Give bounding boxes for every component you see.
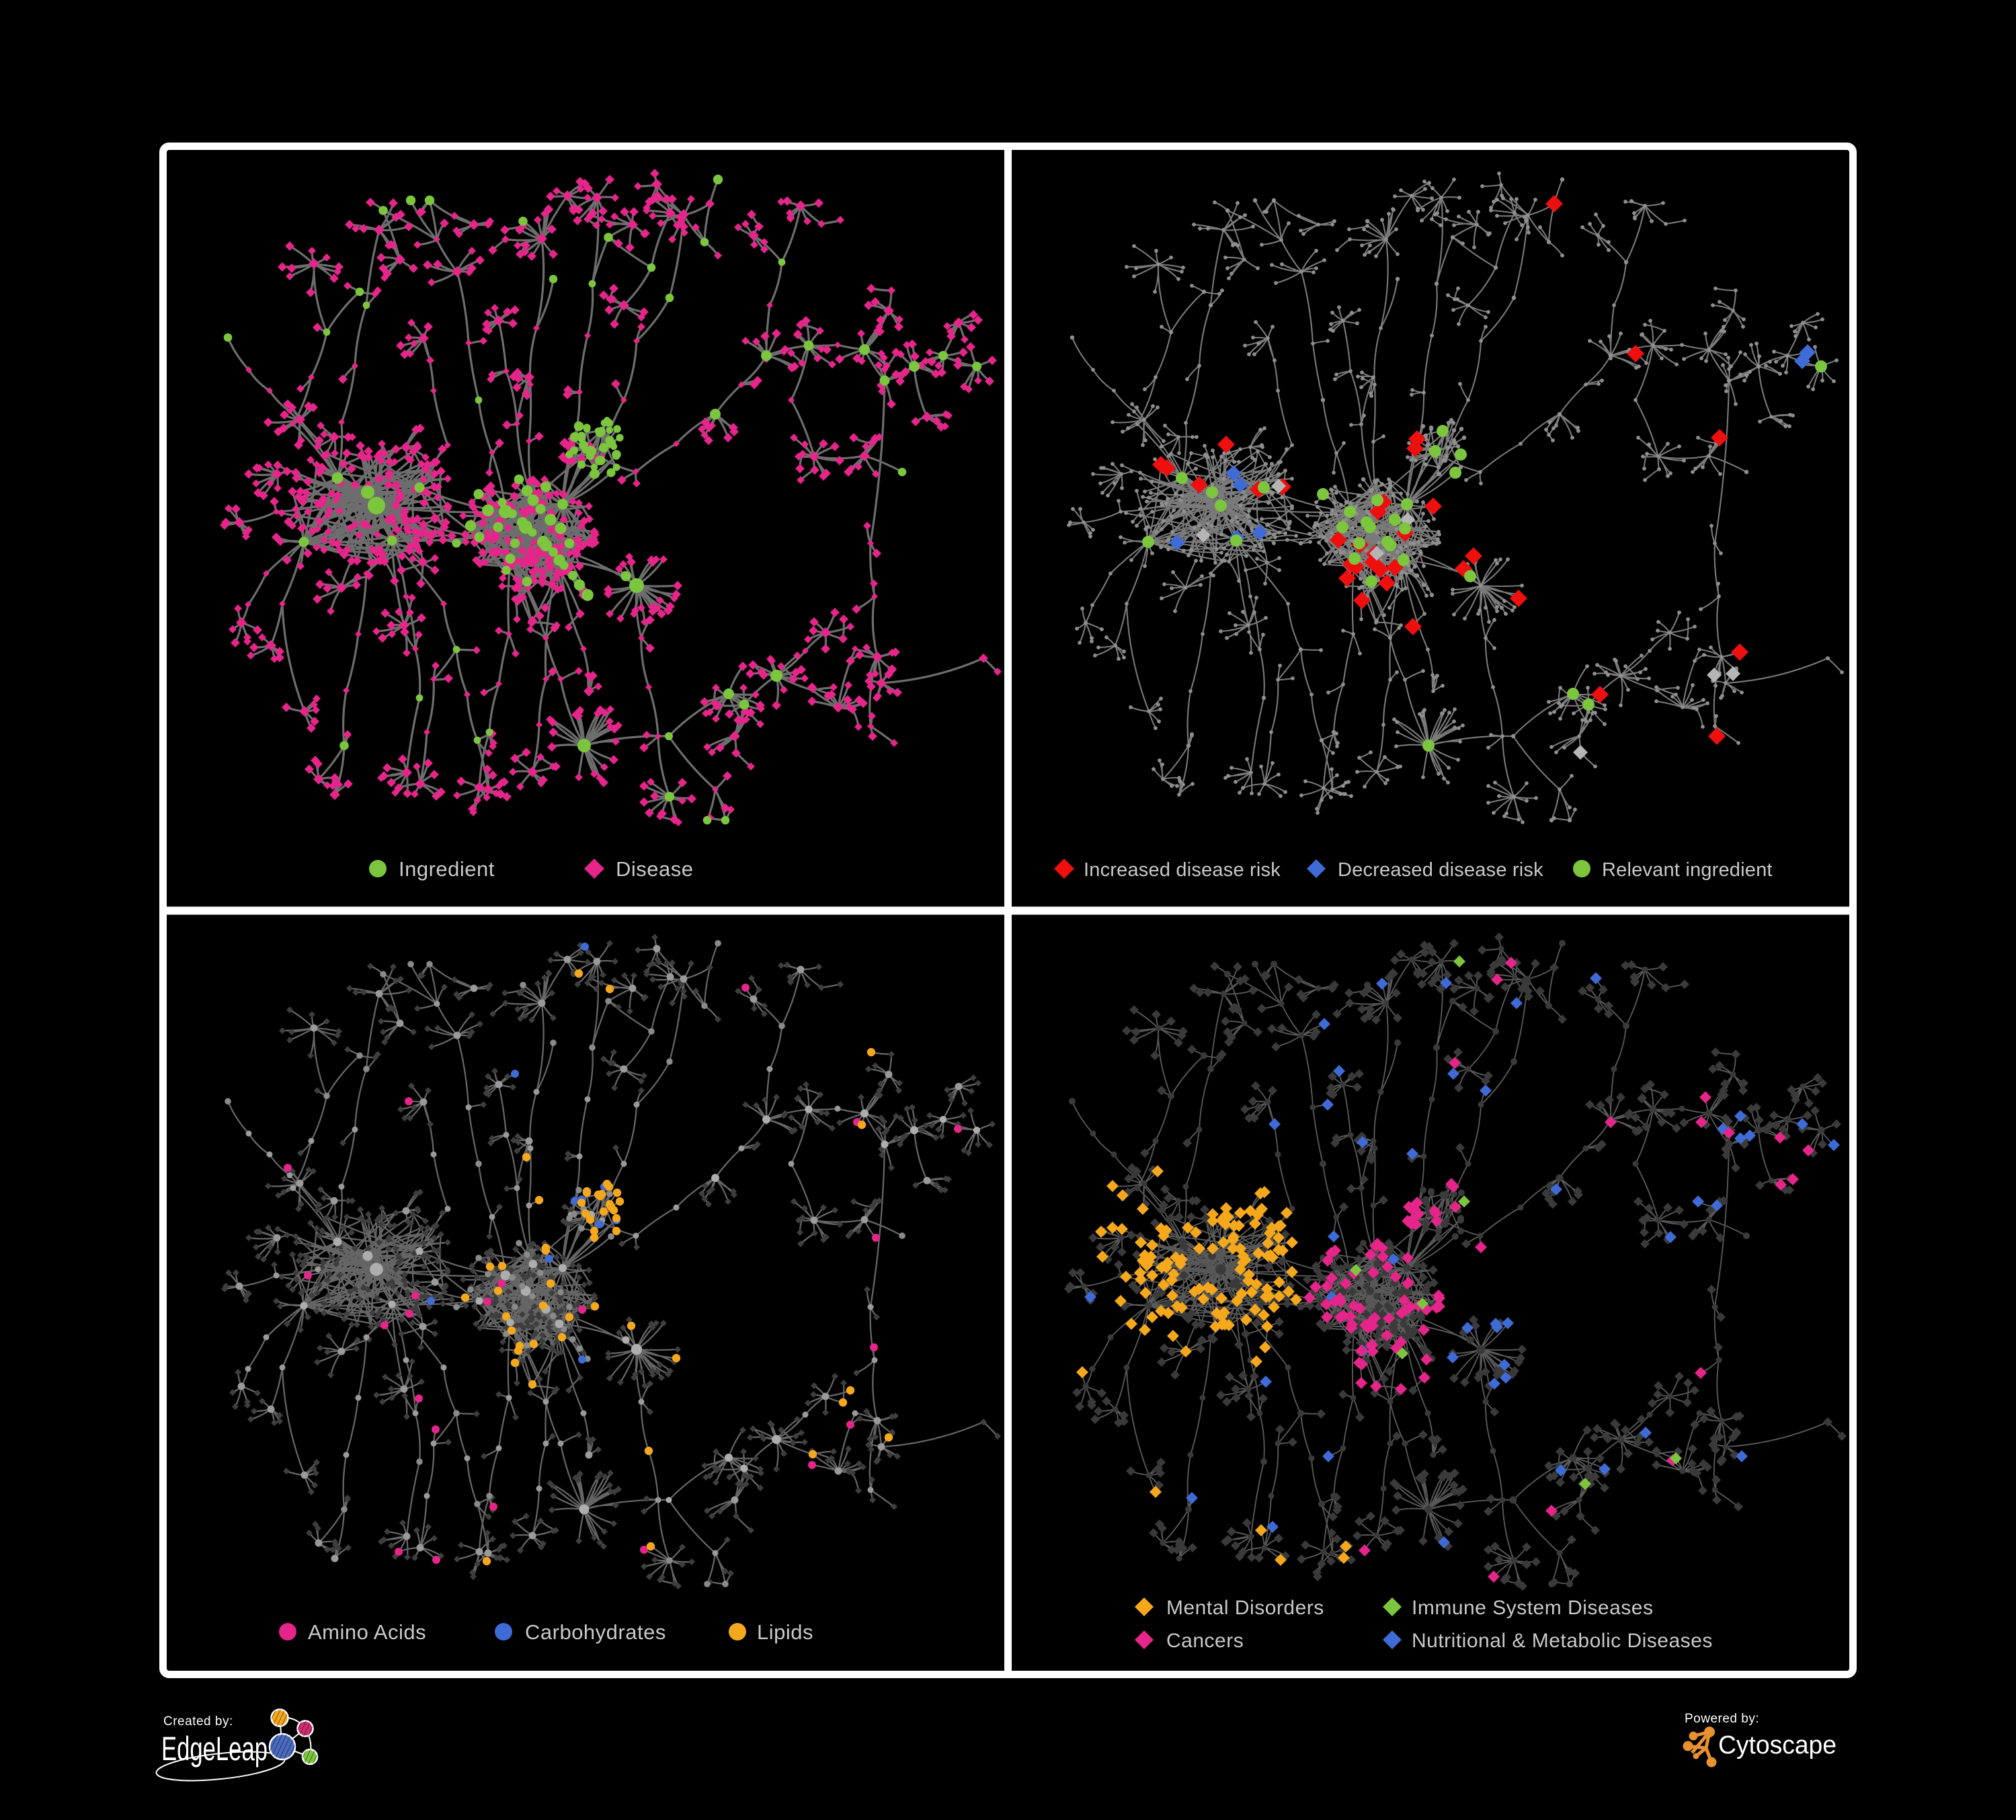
svg-text:Amino Acids: Amino Acids bbox=[308, 1620, 426, 1644]
svg-text:Cytoscape: Cytoscape bbox=[1718, 1731, 1837, 1759]
svg-text:Increased disease risk: Increased disease risk bbox=[1084, 859, 1281, 881]
svg-text:Relevant ingredient: Relevant ingredient bbox=[1602, 859, 1773, 881]
svg-text:Mental Disorders: Mental Disorders bbox=[1166, 1597, 1324, 1619]
svg-text:Nutritional & Metabolic Diseas: Nutritional & Metabolic Diseases bbox=[1412, 1630, 1713, 1652]
svg-text:Cancers: Cancers bbox=[1166, 1630, 1244, 1652]
svg-text:Carbohydrates: Carbohydrates bbox=[525, 1620, 666, 1644]
svg-text:Lipids: Lipids bbox=[757, 1620, 813, 1644]
svg-text:Decreased disease risk: Decreased disease risk bbox=[1338, 859, 1543, 881]
svg-text:Disease: Disease bbox=[616, 857, 694, 881]
svg-text:Ingredient: Ingredient bbox=[399, 857, 495, 881]
svg-text:Powered by:: Powered by: bbox=[1685, 1712, 1759, 1726]
svg-text:Created by:: Created by: bbox=[163, 1714, 233, 1729]
svg-text:Immune System Diseases: Immune System Diseases bbox=[1412, 1597, 1653, 1619]
svg-text:EdgeLeap: EdgeLeap bbox=[161, 1730, 268, 1768]
